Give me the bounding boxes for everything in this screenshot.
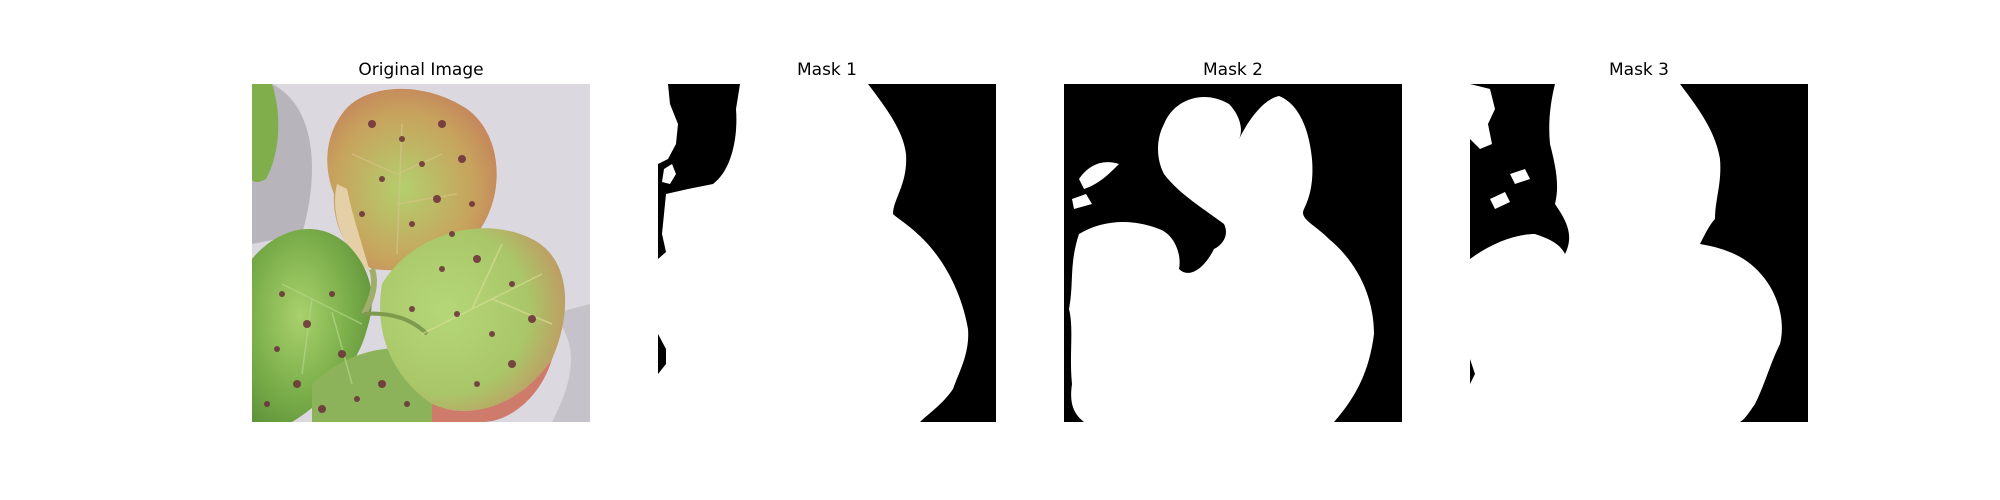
panel-mask-3: Mask 3: [1470, 60, 1808, 430]
mask-3-image: [1470, 84, 1808, 422]
panel-mask-1: Mask 1: [658, 60, 996, 430]
panel-mask-2: Mask 2: [1064, 60, 1402, 430]
mask-2-shape: [1064, 84, 1402, 422]
mask-3-shape: [1470, 84, 1808, 422]
original-leaf-photo: [252, 84, 590, 422]
panel-title: Mask 3: [1608, 60, 1669, 80]
mask-1-image: [658, 84, 996, 422]
mask-2-image: [1064, 84, 1402, 422]
panel-title: Original Image: [358, 60, 484, 80]
panel-title: Mask 2: [1202, 60, 1263, 80]
panel-original-image: Original Image: [252, 60, 590, 430]
panel-title: Mask 1: [796, 60, 857, 80]
mask-1-shape: [658, 84, 996, 422]
leaf-photo-illustration: [252, 84, 590, 422]
